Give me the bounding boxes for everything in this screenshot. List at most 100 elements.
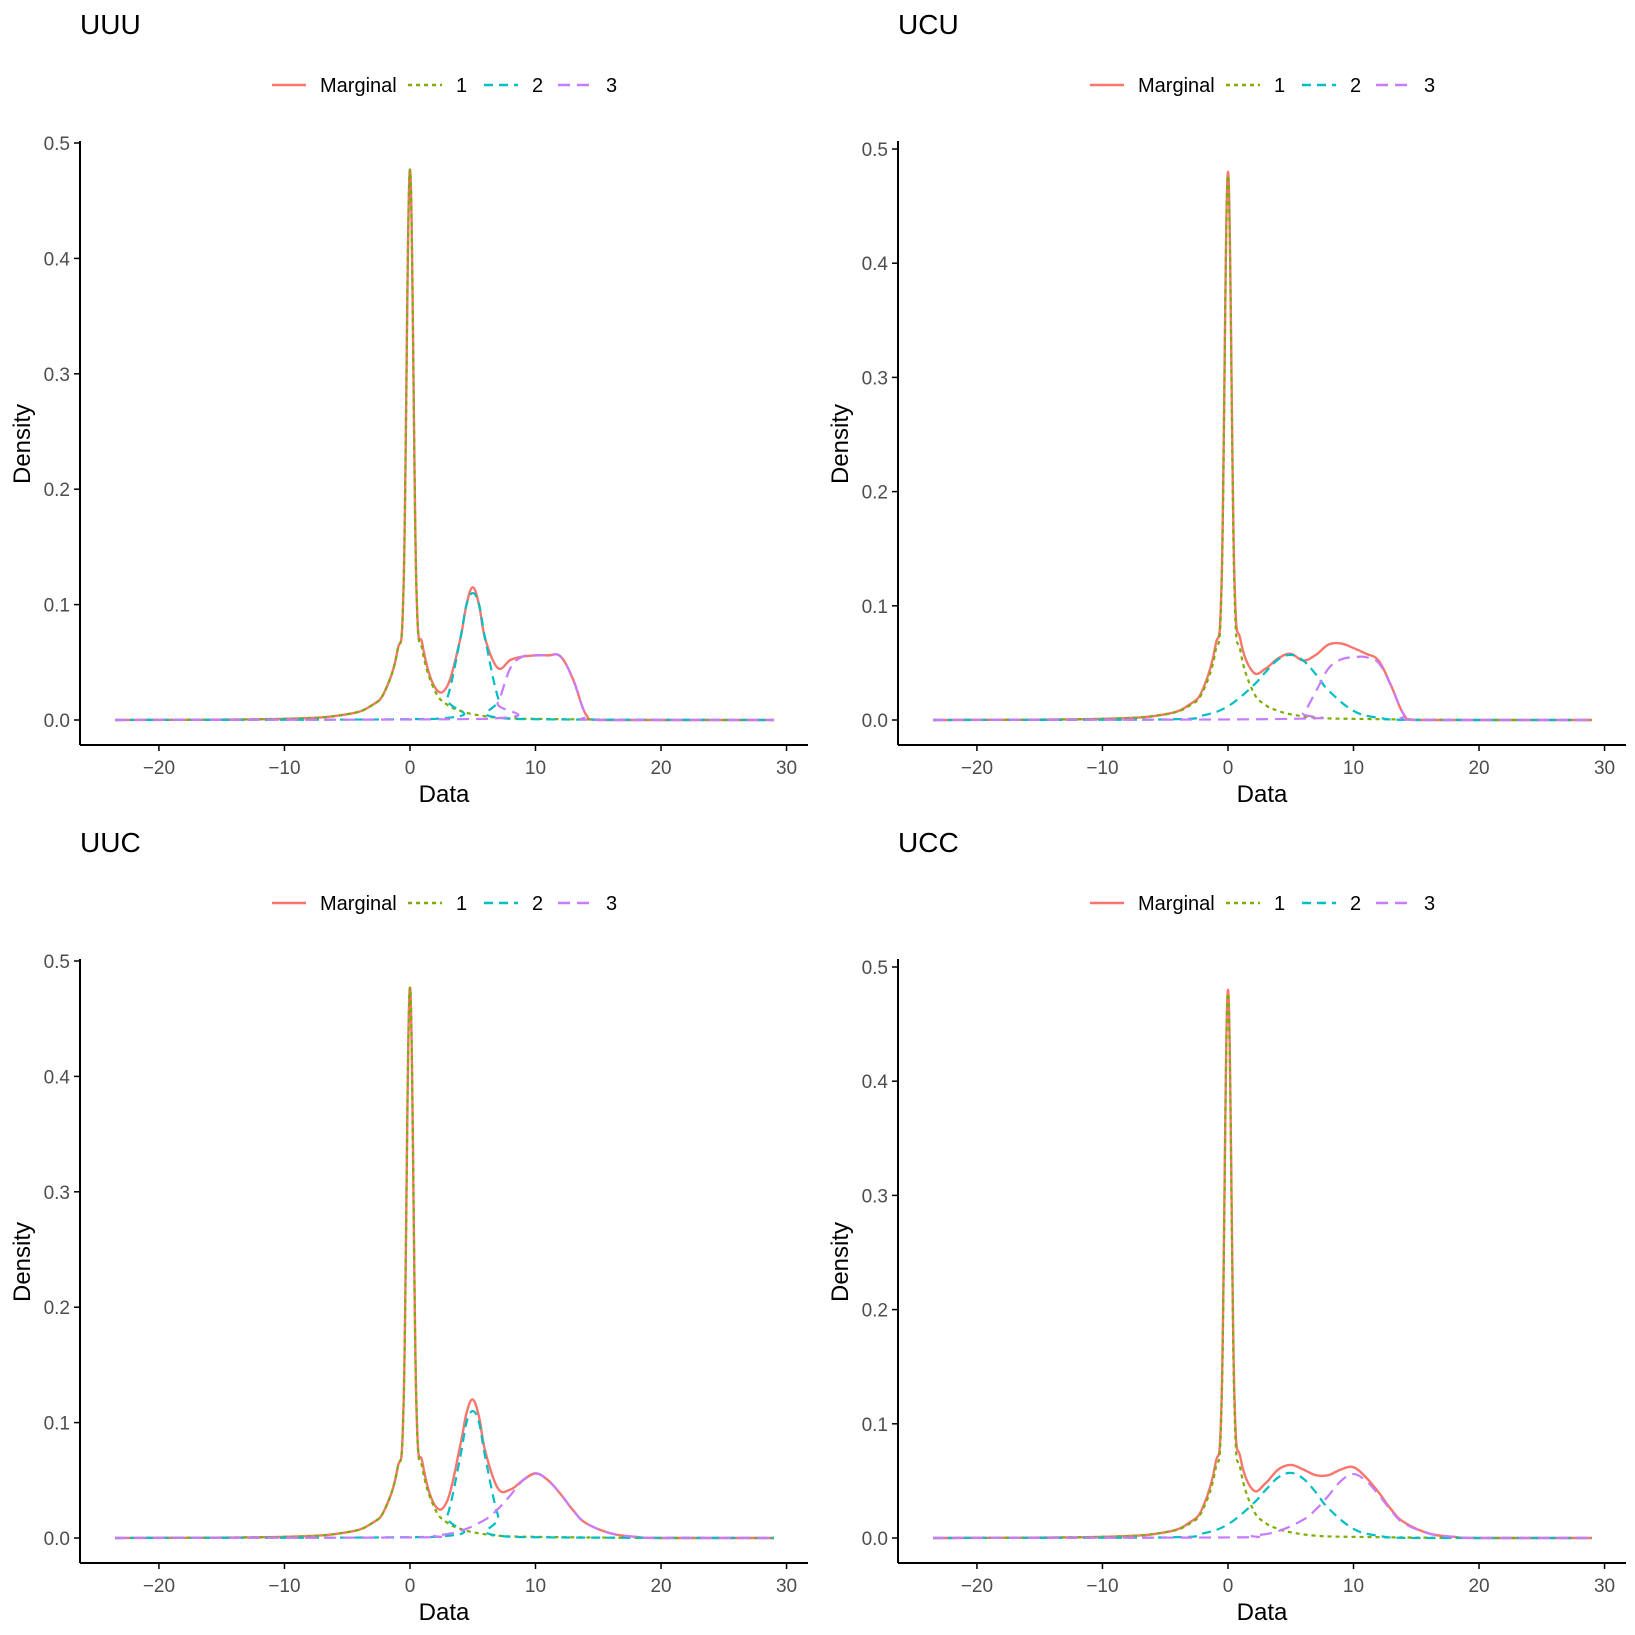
x-tick-label: −20 (961, 1576, 993, 1597)
x-tick-label: 0 (405, 758, 416, 779)
legend-item-component-2: 2 (484, 75, 543, 97)
y-tick-label: 0.5 (44, 134, 70, 155)
x-tick-label: 10 (1343, 758, 1364, 779)
x-tick-label: −20 (961, 758, 993, 779)
series-line-component-2 (932, 1471, 1592, 1540)
y-tick-label: 0.2 (44, 1298, 70, 1319)
legend: Marginal 1 2 3 (272, 893, 617, 915)
series-line-component-1 (932, 174, 1592, 722)
x-axis-title: Data (1237, 781, 1288, 808)
legend-item-component-3: 3 (1376, 893, 1435, 915)
y-tick-label: 0.2 (862, 1301, 888, 1322)
y-tick-label: 0.1 (44, 1414, 70, 1435)
y-tick-label: 0.4 (862, 254, 889, 275)
x-tick-label: −10 (268, 1576, 300, 1597)
y-tick-label: 0.2 (862, 483, 888, 504)
panel-ucc: UCC Marginal 1 2 3 0.0 0.1 0.2 0.3 0.4 0.5 −20 −10 0 1… (827, 827, 1626, 1626)
legend-item-component-1: 1 (408, 893, 467, 915)
legend-item-component-3: 3 (558, 75, 617, 97)
legend-item-marginal: Marginal (1090, 75, 1215, 97)
legend-label: Marginal (320, 75, 397, 97)
x-tick-label: 20 (1468, 758, 1489, 779)
legend: Marginal 1 2 3 (1090, 75, 1435, 97)
y-tick-label: 0.3 (44, 1183, 70, 1204)
x-tick-label: 10 (525, 758, 546, 779)
x-tick-label: 10 (1343, 1576, 1364, 1597)
legend-label: 3 (606, 893, 617, 915)
x-tick-label: 0 (1223, 1576, 1234, 1597)
series-line-component-1 (932, 992, 1592, 1540)
legend-item-component-1: 1 (1226, 75, 1285, 97)
x-tick-label: 20 (650, 758, 671, 779)
series-line-component-3 (114, 653, 774, 722)
series-line-component-2 (114, 591, 775, 722)
panel-title: UUU (80, 9, 141, 40)
legend-label: 1 (456, 893, 467, 915)
y-tick-label: 0.1 (44, 596, 70, 617)
y-tick-label: 0.5 (862, 140, 888, 161)
x-tick-label: 20 (650, 1576, 671, 1597)
series-line-component-1 (114, 168, 774, 722)
y-tick-label: 0.0 (862, 711, 888, 732)
x-tick-label: −10 (268, 758, 300, 779)
y-tick-label: 0.3 (44, 365, 70, 386)
x-axis-title: Data (419, 1599, 470, 1626)
legend-label: 3 (606, 75, 617, 97)
y-tick-label: 0.0 (44, 711, 70, 732)
x-tick-label: −20 (143, 1576, 175, 1597)
legend-item-component-2: 2 (484, 893, 543, 915)
y-tick-label: 0.3 (862, 1186, 888, 1207)
x-tick-label: 30 (1594, 758, 1615, 779)
legend-label: Marginal (320, 893, 397, 915)
x-tick-label: 30 (776, 1576, 797, 1597)
series-line-component-3 (114, 1472, 774, 1540)
panel-uuc: UUC Marginal 1 2 3 0.0 0.1 0.2 0.3 0.4 0.5 −20 −10 0 1… (9, 827, 808, 1626)
y-tick-label: 0.0 (862, 1529, 888, 1550)
x-tick-label: −20 (143, 758, 175, 779)
legend-item-component-3: 3 (558, 893, 617, 915)
series-line-component-2 (932, 653, 1592, 722)
y-tick-label: 0.4 (862, 1072, 889, 1093)
panel-title: UCC (898, 827, 959, 858)
legend-label: 1 (1274, 75, 1285, 97)
y-axis-title: Density (9, 1222, 36, 1302)
legend-item-component-1: 1 (408, 75, 467, 97)
y-tick-label: 0.4 (44, 1067, 71, 1088)
legend-label: 3 (1424, 75, 1435, 97)
series-line-component-3 (932, 655, 1592, 722)
legend-label: 2 (1350, 75, 1361, 97)
x-axis-title: Data (1237, 1599, 1288, 1626)
y-axis-title: Density (827, 1222, 854, 1302)
y-axis-title: Density (827, 404, 854, 484)
x-tick-label: 10 (525, 1576, 546, 1597)
legend-item-component-3: 3 (1376, 75, 1435, 97)
y-axis-title: Density (9, 404, 36, 484)
legend-label: 1 (1274, 893, 1285, 915)
panel-ucu: UCU Marginal 1 2 3 0.0 0.1 0.2 0.3 0.4 0.5 −20 −10 0 1… (827, 9, 1626, 808)
x-tick-label: 0 (1223, 758, 1234, 779)
series-line-component-1 (114, 986, 774, 1540)
legend-item-component-2: 2 (1302, 75, 1361, 97)
panel-uuu: UUU Marginal 1 2 3 0.0 0.1 0.2 0.3 0.4 0.5 −20 −10 0 1… (9, 9, 808, 808)
y-tick-label: 0.1 (862, 1415, 888, 1436)
panel-title: UCU (898, 9, 959, 40)
panel-title: UUC (80, 827, 141, 858)
series-line-component-3 (932, 1472, 1592, 1540)
y-tick-label: 0.4 (44, 249, 71, 270)
y-tick-label: 0.2 (44, 480, 70, 501)
y-tick-label: 0.0 (44, 1529, 70, 1550)
legend-item-marginal: Marginal (272, 893, 397, 915)
y-tick-label: 0.5 (862, 958, 888, 979)
legend-item-component-2: 2 (1302, 893, 1361, 915)
legend: Marginal 1 2 3 (272, 75, 617, 97)
y-tick-label: 0.1 (862, 597, 888, 618)
y-tick-label: 0.3 (862, 368, 888, 389)
legend-label: 2 (1350, 893, 1361, 915)
x-axis-title: Data (419, 781, 470, 808)
series-line-marginal (932, 170, 1592, 722)
legend-label: Marginal (1138, 893, 1215, 915)
x-tick-label: −10 (1086, 758, 1118, 779)
x-tick-label: 30 (1594, 1576, 1615, 1597)
